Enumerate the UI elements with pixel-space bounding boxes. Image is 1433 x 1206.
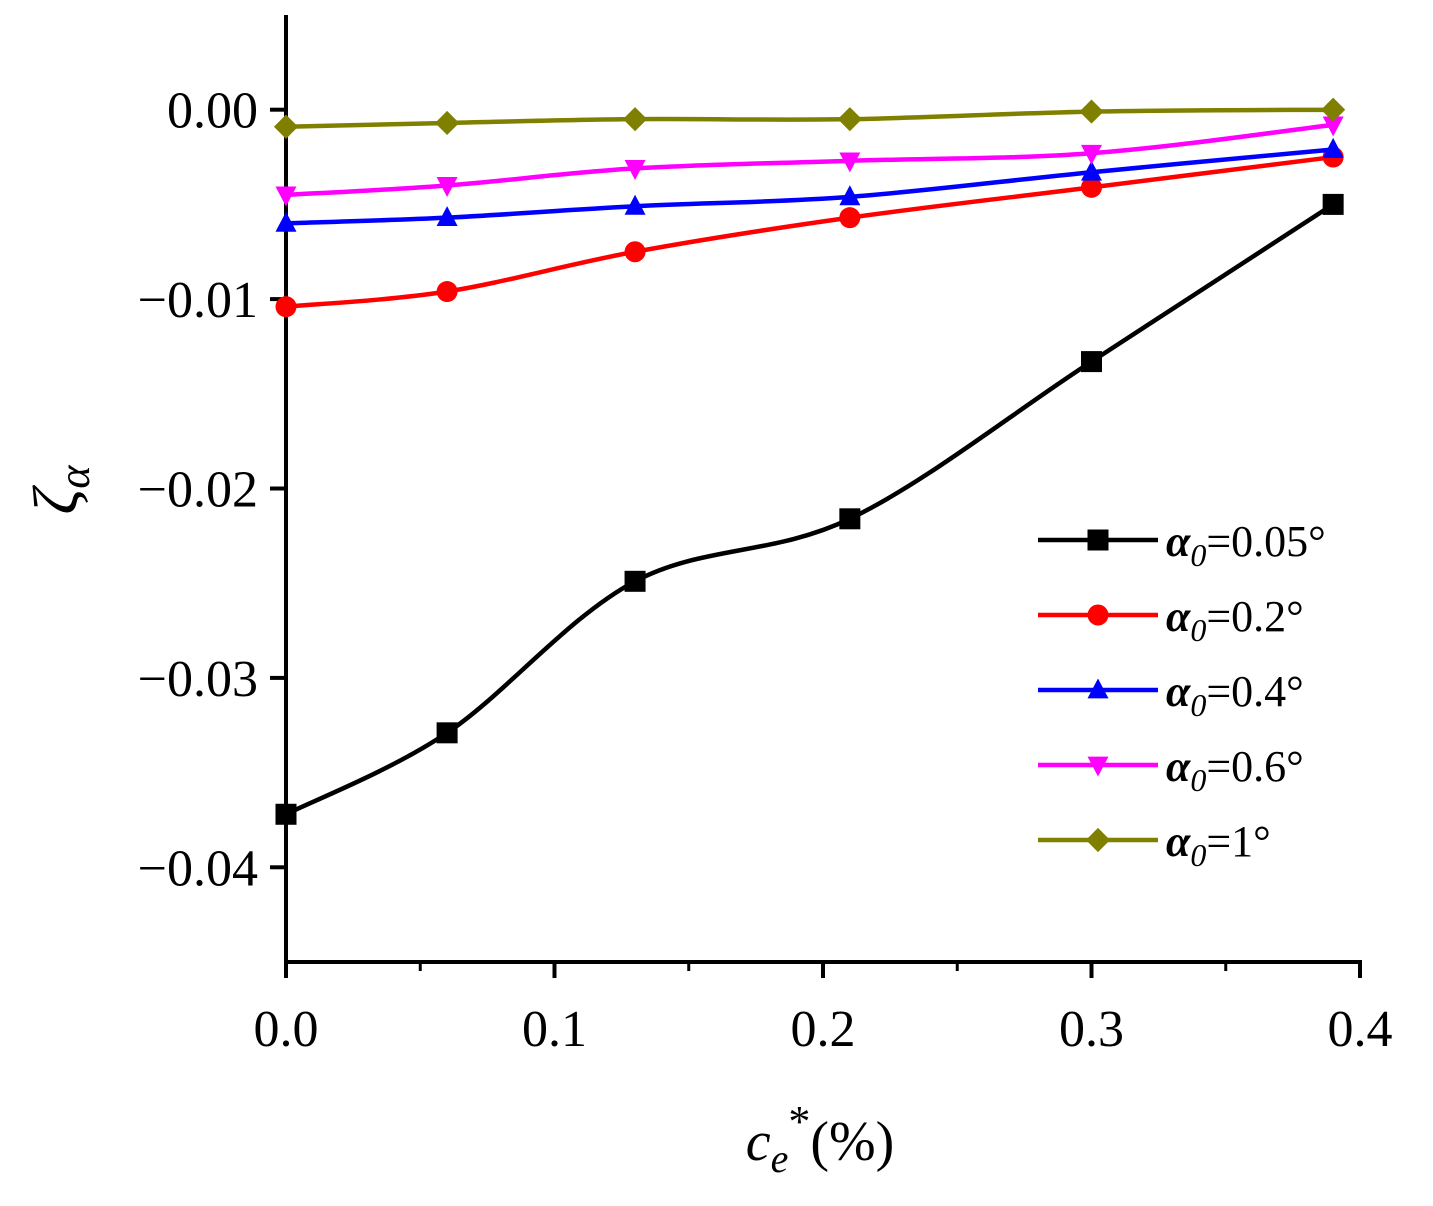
legend-marker [1087, 604, 1109, 626]
x-tick-label: 0.4 [1328, 1001, 1393, 1058]
x-axis-ticks: 0.0 0.1 0.2 0.3 0.4 [254, 962, 1393, 1058]
data-point [839, 508, 861, 530]
data-point [273, 114, 299, 139]
data-point [622, 107, 648, 132]
data-point [839, 207, 861, 229]
legend-item: α0=1° [1038, 817, 1271, 873]
legend-label: α0=0.4° [1166, 667, 1304, 723]
plot-axes [284, 15, 1362, 964]
y-tick-label: −0.02 [138, 462, 258, 519]
y-tick-label: −0.03 [138, 651, 258, 708]
legend-marker [1087, 756, 1109, 777]
legend-marker [1087, 529, 1109, 551]
data-point [435, 110, 460, 136]
y-tick-label: −0.04 [138, 840, 258, 897]
y-tick-label: −0.01 [138, 272, 258, 329]
x-axis-title: ce*(%) [746, 1097, 895, 1181]
data-point [839, 152, 861, 173]
data-point [436, 206, 458, 227]
data-point [837, 107, 862, 132]
legend-item: α0=0.6° [1038, 742, 1304, 798]
x-tick-label: 0.0 [254, 1001, 319, 1058]
legend: α0=0.05° α0=0.2° α0=0.4° α0=0.6° α0=1° [1038, 517, 1326, 873]
x-tick-label: 0.1 [522, 1001, 587, 1058]
series-0 [275, 193, 1344, 825]
legend-marker [1085, 827, 1111, 853]
data-point [275, 186, 297, 207]
data-point [1079, 99, 1104, 124]
data-point [839, 185, 861, 206]
legend-item: α0=0.2° [1038, 592, 1304, 648]
series-3 [275, 116, 1344, 207]
series-4 [273, 97, 1346, 139]
data-point [1322, 193, 1344, 215]
series-2 [275, 137, 1344, 232]
legend-item: α0=0.4° [1038, 667, 1304, 723]
y-axis-ticks: 0.00 −0.01 −0.02 −0.03 −0.04 [138, 83, 286, 897]
series-1 [275, 146, 1344, 318]
x-tick-label: 0.3 [1059, 1001, 1124, 1058]
data-point [436, 722, 458, 744]
legend-label: α0=0.2° [1166, 592, 1304, 648]
legend-marker [1087, 678, 1109, 699]
legend-label: α0=0.05° [1166, 517, 1326, 573]
data-point [436, 281, 458, 303]
data-point [275, 211, 297, 232]
data-point [624, 241, 646, 263]
x-tick-label: 0.2 [791, 1001, 856, 1058]
data-point [275, 803, 297, 825]
legend-item: α0=0.05° [1038, 517, 1326, 573]
legend-label: α0=1° [1166, 817, 1271, 873]
data-point [1322, 116, 1344, 137]
data-point [624, 194, 646, 215]
data-point [624, 570, 646, 592]
y-axis-title: ζα [20, 465, 99, 515]
data-point [1081, 160, 1102, 181]
legend-label: α0=0.6° [1166, 742, 1304, 798]
data-point [275, 296, 297, 318]
y-tick-label: 0.00 [167, 83, 258, 140]
series-layer [273, 97, 1346, 825]
data-point [1321, 97, 1346, 122]
data-point [436, 177, 458, 198]
data-point [624, 160, 646, 180]
data-point [1081, 351, 1102, 373]
data-point [1322, 137, 1344, 158]
data-point [1081, 176, 1102, 198]
data-point [1081, 144, 1102, 165]
